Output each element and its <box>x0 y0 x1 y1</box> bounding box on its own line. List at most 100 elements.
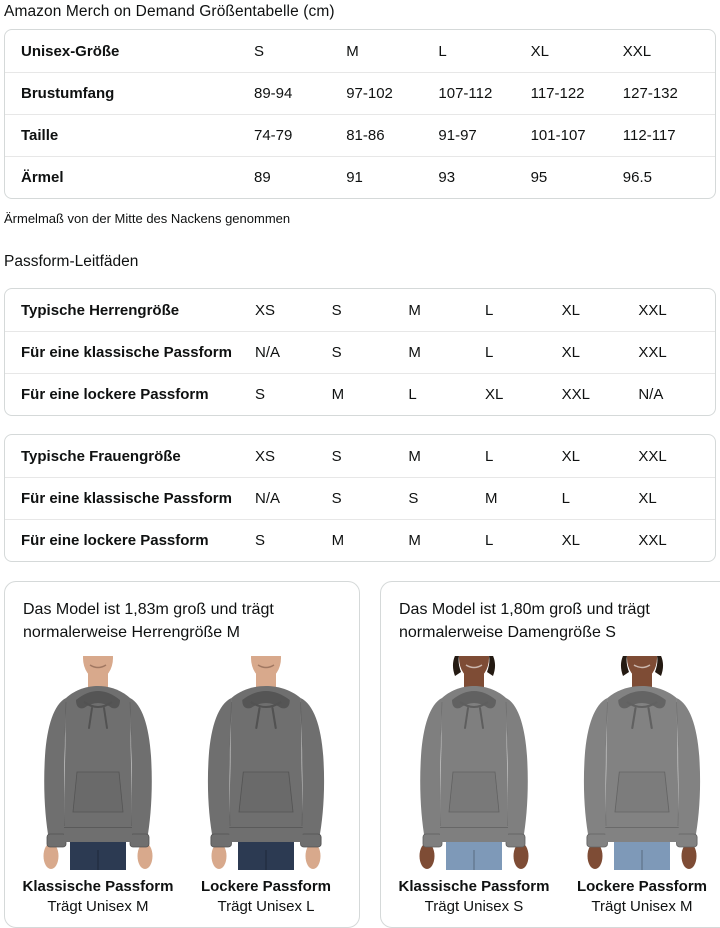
size-cell: M <box>484 490 498 507</box>
size-cell: S <box>331 344 342 361</box>
size-cell: XL <box>484 386 504 403</box>
table-row: Ärmel 89 91 93 95 96.5 <box>5 156 715 198</box>
measurement-cell: 91-97 <box>438 127 477 144</box>
size-cell: XL <box>561 532 581 549</box>
size-cell: N/A <box>638 386 664 403</box>
measurement-cell: 127-132 <box>622 85 678 102</box>
size-cell: S <box>255 532 266 549</box>
measurement-cell: 74-79 <box>254 127 293 144</box>
size-cell: M <box>408 447 421 465</box>
size-cell: L <box>484 532 494 549</box>
model-photo <box>583 656 701 871</box>
fit-type-caption: Lockere Passform <box>576 878 708 896</box>
row-label: Typische Herrengröße <box>21 301 180 319</box>
size-cell: XL <box>561 447 581 465</box>
fit-type-caption: Klassische Passform <box>22 878 174 896</box>
size-cell: S <box>331 301 342 319</box>
mens-fit-table: Typische Herrengröße XS S M L XL XXL Für… <box>4 288 716 416</box>
table-row: Für eine lockere Passform S M L XL XXL N… <box>5 373 715 415</box>
size-cell: L <box>484 344 494 361</box>
size-cell: XXL <box>638 344 667 361</box>
table-row: Für eine lockere Passform S M M L XL XXL <box>5 519 715 561</box>
measurement-cell: 117-122 <box>530 85 585 102</box>
fit-type-caption: Klassische Passform <box>398 878 550 896</box>
model-photos: Klassische Passform Trägt Unisex M <box>17 656 347 915</box>
female-model-card: Das Model ist 1,80m groß und trägt norma… <box>380 581 720 928</box>
size-column-header: M <box>346 42 359 60</box>
measurement-cell: 93 <box>438 169 456 186</box>
size-cell: M <box>331 386 345 403</box>
size-cell: XS <box>255 301 276 319</box>
size-column-header: S <box>254 42 265 60</box>
size-cell: XXL <box>638 532 667 549</box>
size-cell: M <box>331 532 345 549</box>
loose-fit-figure: Lockere Passform Trägt Unisex L <box>185 656 347 915</box>
row-label: Taille <box>21 127 59 144</box>
size-cell: N/A <box>255 344 281 361</box>
row-label: Für eine lockere Passform <box>21 532 209 549</box>
table-row: Typische Frauengröße XS S M L XL XXL <box>5 435 715 477</box>
model-photo <box>419 656 529 871</box>
size-cell: M <box>408 344 421 361</box>
womens-fit-table: Typische Frauengröße XS S M L XL XXL Für… <box>4 434 716 562</box>
measurement-cell: 95 <box>530 169 548 186</box>
measurement-cell: 81-86 <box>346 127 385 144</box>
size-cell: XL <box>638 490 657 507</box>
model-photo <box>207 656 325 871</box>
table-row: Brustumfang 89-94 97-102 107-112 117-122… <box>5 72 715 114</box>
table-row: Für eine klassische Passform N/A S S M L… <box>5 477 715 519</box>
sleeve-measurement-note: Ärmelmaß von der Mitte des Nackens genom… <box>4 211 291 226</box>
size-cell: XXL <box>638 447 667 465</box>
male-model-card: Das Model ist 1,83m groß und trägt norma… <box>4 581 360 928</box>
row-label: Unisex-Größe <box>21 42 120 60</box>
measurement-cell: 107-112 <box>438 85 493 102</box>
table-row: Typische Herrengröße XS S M L XL XXL <box>5 289 715 331</box>
model-cards: Das Model ist 1,83m groß und trägt norma… <box>4 581 720 928</box>
size-cell: L <box>408 386 417 403</box>
loose-fit-figure: Lockere Passform Trägt Unisex M <box>561 656 720 915</box>
size-cell: XXL <box>638 301 667 319</box>
worn-size-caption: Trägt Unisex M <box>47 898 149 916</box>
table-header-row: Unisex-Größe S M L XL XXL <box>5 30 715 72</box>
size-cell: N/A <box>255 490 281 507</box>
table-row: Taille 74-79 81-86 91-97 101-107 112-117 <box>5 114 715 156</box>
size-cell: M <box>408 301 421 319</box>
measurement-cell: 96.5 <box>622 169 652 186</box>
measurement-cell: 97-102 <box>346 85 393 102</box>
worn-size-caption: Trägt Unisex L <box>217 898 315 916</box>
size-cell: XL <box>561 301 581 319</box>
measurement-cell: 91 <box>346 169 363 186</box>
size-cell: L <box>484 301 494 319</box>
row-label: Für eine klassische Passform <box>21 344 232 361</box>
size-cell: L <box>484 447 494 465</box>
size-cell: S <box>255 386 266 403</box>
size-column-header: XXL <box>622 42 652 60</box>
size-table: Unisex-Größe S M L XL XXL Brustumfang 89… <box>4 29 716 199</box>
size-cell: XS <box>255 447 276 465</box>
classic-fit-figure: Klassische Passform Trägt Unisex S <box>393 656 555 915</box>
size-cell: XXL <box>561 386 591 403</box>
fit-guides-heading: Passform-Leitfäden <box>4 253 139 270</box>
measurement-cell: 89 <box>254 169 271 186</box>
worn-size-caption: Trägt Unisex M <box>591 898 693 916</box>
worn-size-caption: Trägt Unisex S <box>424 898 524 916</box>
page-title: Amazon Merch on Demand Größentabelle (cm… <box>4 3 335 20</box>
row-label: Für eine lockere Passform <box>21 386 209 403</box>
size-cell: XL <box>561 344 581 361</box>
size-column-header: L <box>438 42 447 60</box>
measurement-cell: 112-117 <box>622 127 676 144</box>
row-label: Für eine klassische Passform <box>21 490 232 507</box>
size-cell: S <box>408 490 419 507</box>
size-column-header: XL <box>530 42 549 60</box>
model-description: Das Model ist 1,80m groß und trägt norma… <box>399 601 650 642</box>
model-photo <box>43 656 153 871</box>
row-label: Brustumfang <box>21 85 115 102</box>
model-photos: Klassische Passform Trägt Unisex S <box>393 656 720 915</box>
fit-type-caption: Lockere Passform <box>200 878 332 896</box>
classic-fit-figure: Klassische Passform Trägt Unisex M <box>17 656 179 915</box>
size-cell: S <box>331 447 342 465</box>
size-cell: S <box>331 490 342 507</box>
size-cell: L <box>561 490 570 507</box>
table-row: Für eine klassische Passform N/A S M L X… <box>5 331 715 373</box>
measurement-cell: 89-94 <box>254 85 293 102</box>
